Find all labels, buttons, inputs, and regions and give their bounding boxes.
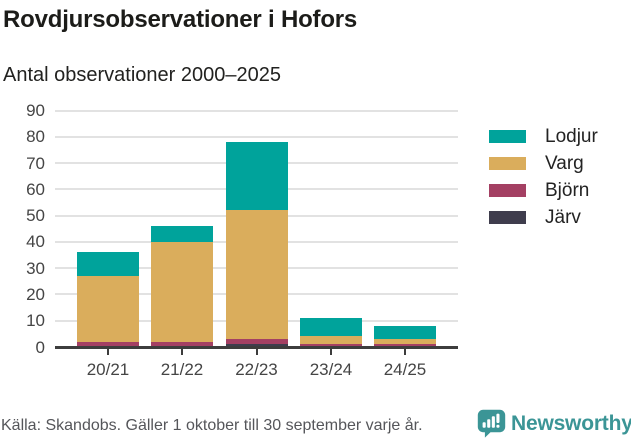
y-axis-tick-label: 30: [26, 258, 45, 278]
x-axis-category-label: 24/25: [383, 360, 427, 379]
bar-segment-lodjur-23-24[interactable]: [300, 318, 362, 337]
x-axis-tick: [330, 349, 332, 355]
legend-item-lodjur: Lodjur: [489, 126, 598, 147]
y-axis-tick-label: 80: [26, 127, 45, 147]
brand-name: Newsworthy: [511, 411, 631, 435]
x-axis-tick: [107, 349, 109, 355]
x-axis-category-label: 20/21: [86, 360, 130, 379]
bar-segment-björn-20-21[interactable]: [77, 341, 139, 347]
bar-segment-lodjur-24-25[interactable]: [374, 325, 436, 340]
x-axis-category-label: 23/24: [309, 360, 353, 379]
bar-segment-björn-22-23[interactable]: [225, 339, 288, 345]
y-axis-tick-label: 40: [26, 232, 45, 252]
legend-label: Björn: [545, 179, 590, 201]
bar-segment-lodjur-21-22[interactable]: [151, 226, 213, 242]
x-axis-tick: [181, 349, 183, 355]
legend-label: Varg: [545, 152, 584, 174]
bar-segment-björn-21-22[interactable]: [151, 341, 213, 347]
y-axis-tick-label: 50: [26, 206, 45, 226]
bar-segment-varg-22-23[interactable]: [225, 210, 288, 340]
bar-chart-speech-bubble-icon: [477, 409, 506, 438]
legend-label: Lodjur: [545, 125, 598, 147]
gridline-y80: [55, 135, 458, 138]
legend-swatch-lodjur: [489, 130, 526, 143]
bar-segment-järv-22-23[interactable]: [225, 344, 288, 347]
y-axis-tick-label: 10: [26, 311, 45, 331]
y-axis-tick-label: 90: [26, 101, 45, 120]
legend-swatch-varg: [489, 157, 526, 170]
y-axis-tick-label: 70: [26, 153, 45, 173]
legend-item-varg: Varg: [489, 153, 598, 174]
bar-segment-varg-24-25[interactable]: [374, 339, 436, 345]
legend-swatch-björn: [489, 184, 526, 197]
chart-title: Rovdjursobservationer i Hofors: [3, 6, 358, 33]
x-axis-category-label: 21/22: [160, 360, 204, 379]
gridline-y90: [55, 109, 458, 112]
legend-item-björn: Björn: [489, 180, 598, 201]
bar-segment-varg-21-22[interactable]: [151, 241, 213, 342]
y-axis-tick-label: 20: [26, 284, 45, 304]
bar-segment-lodjur-20-21[interactable]: [77, 252, 139, 277]
legend-label: Järv: [545, 206, 581, 228]
legend-swatch-järv: [489, 211, 526, 224]
bar-segment-björn-24-25[interactable]: [374, 344, 436, 347]
x-axis-tick: [404, 349, 406, 355]
bar-segment-varg-20-21[interactable]: [77, 276, 139, 342]
legend-item-järv: Järv: [489, 207, 598, 228]
bar-segment-björn-23-24[interactable]: [300, 344, 362, 347]
y-axis-tick-label: 60: [26, 179, 45, 199]
y-axis-tick-label: 0: [35, 337, 45, 357]
chart-subtitle: Antal observationer 2000–2025: [3, 64, 281, 86]
bar-segment-lodjur-22-23[interactable]: [225, 142, 288, 211]
bar-segment-varg-23-24[interactable]: [300, 336, 362, 345]
source-caption: Källa: Skandobs. Gäller 1 oktober till 3…: [1, 417, 423, 434]
x-axis-category-label: 22/23: [235, 360, 278, 379]
x-axis-tick: [255, 349, 258, 355]
x-axis-line: [55, 346, 458, 349]
chart-legend: Lodjur Varg Björn Järv: [489, 126, 598, 238]
brand-logo: Newsworthy: [477, 409, 631, 438]
